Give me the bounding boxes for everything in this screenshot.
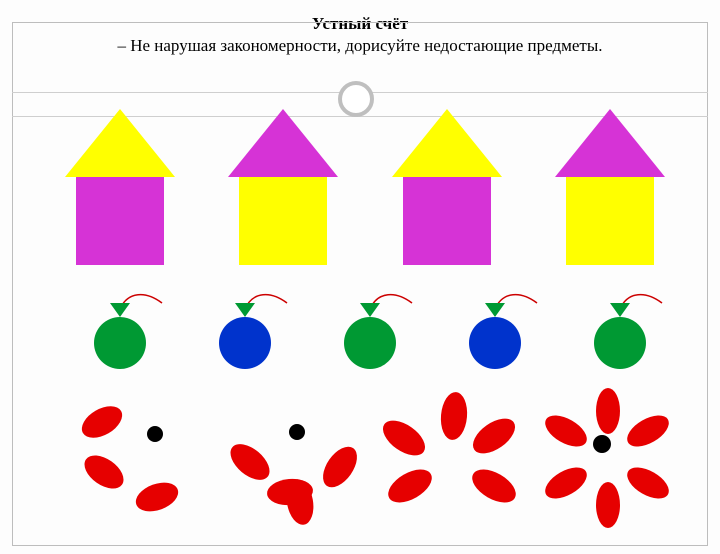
- ball-cap-icon: [610, 303, 630, 317]
- house-roof: [392, 109, 502, 177]
- houses-row: [60, 109, 670, 264]
- flower-petal: [622, 461, 674, 505]
- flower-petal: [540, 461, 592, 505]
- house-item: [387, 109, 507, 264]
- flower-petal: [439, 391, 469, 441]
- ball-cap-icon: [235, 303, 255, 317]
- circle-ornament-icon: [338, 81, 374, 117]
- flower-center: [593, 435, 611, 453]
- flower-petal: [316, 441, 364, 494]
- flowers-row: [60, 384, 680, 534]
- ball-circle: [344, 317, 396, 369]
- flower-petal: [467, 412, 521, 461]
- house-roof: [65, 109, 175, 177]
- house-item: [223, 109, 343, 264]
- flower-item: [373, 384, 523, 534]
- ball-item: [465, 289, 525, 369]
- house-body: [566, 177, 654, 265]
- ball-item: [590, 289, 650, 369]
- flower-petal: [76, 400, 127, 445]
- flower-petal: [383, 463, 438, 510]
- house-body: [239, 177, 327, 265]
- house-roof: [555, 109, 665, 177]
- house-item: [550, 109, 670, 264]
- ball-circle: [469, 317, 521, 369]
- ball-cap-icon: [485, 303, 505, 317]
- flower-petal: [79, 449, 130, 496]
- ball-circle: [219, 317, 271, 369]
- ball-cap-icon: [110, 303, 130, 317]
- house-roof: [228, 109, 338, 177]
- flower-item: [217, 384, 367, 534]
- flower-petal: [540, 409, 592, 453]
- ball-item: [215, 289, 275, 369]
- flower-petal: [377, 414, 431, 463]
- flower-item: [530, 384, 680, 534]
- flower-petal: [224, 437, 276, 486]
- ball-cap-icon: [360, 303, 380, 317]
- house-item: [60, 109, 180, 264]
- flower-petal: [596, 388, 620, 434]
- flower-petal: [283, 477, 317, 527]
- flower-center: [289, 424, 305, 440]
- flower-petal: [467, 463, 522, 510]
- ball-item: [340, 289, 400, 369]
- flower-petal: [132, 477, 182, 516]
- flower-item: [60, 384, 210, 534]
- house-body: [403, 177, 491, 265]
- house-body: [76, 177, 164, 265]
- balls-row: [90, 289, 650, 369]
- ball-circle: [594, 317, 646, 369]
- flower-center: [147, 426, 163, 442]
- flower-petal: [622, 409, 674, 453]
- ball-item: [90, 289, 150, 369]
- ball-circle: [94, 317, 146, 369]
- flower-petal: [596, 482, 620, 528]
